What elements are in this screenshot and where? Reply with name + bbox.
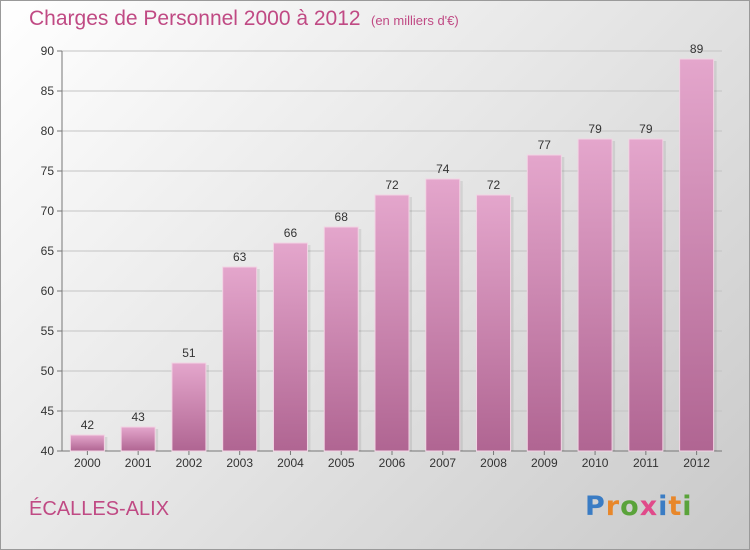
x-tick-label: 2010 — [582, 456, 609, 470]
bar — [69, 434, 105, 452]
x-tick-label: 2000 — [74, 456, 101, 470]
x-tick-label: 2011 — [633, 456, 659, 470]
bar — [679, 58, 715, 452]
data-label: 79 — [588, 122, 602, 136]
bar — [120, 426, 156, 452]
y-tick-label: 40 — [41, 444, 55, 458]
chart-title: Charges de Personnel 2000 à 2012 — [29, 7, 361, 30]
bar — [222, 266, 258, 452]
x-tick-label: 2006 — [379, 456, 406, 470]
data-label: 72 — [385, 178, 399, 192]
data-label: 51 — [182, 346, 196, 360]
y-tick-label: 65 — [41, 244, 55, 258]
x-tick-label: 2009 — [531, 456, 558, 470]
bar — [628, 138, 664, 452]
bar — [374, 194, 410, 452]
logo-letter: r — [605, 491, 621, 522]
data-label: 63 — [233, 250, 247, 264]
y-tick-label: 55 — [41, 324, 55, 338]
data-label: 72 — [487, 178, 501, 192]
y-tick-label: 60 — [41, 284, 55, 298]
logo-letter: i — [658, 491, 669, 522]
bar — [476, 194, 512, 452]
x-tick-label: 2002 — [176, 456, 203, 470]
chart-subtitle: (en milliers d'€) — [371, 13, 459, 28]
y-tick-label: 85 — [41, 84, 55, 98]
data-label: 79 — [639, 122, 653, 136]
logo-letter: o — [620, 491, 640, 522]
bar — [272, 242, 308, 452]
data-label: 77 — [538, 138, 552, 152]
commune-name: ÉCALLES-ALIX — [29, 498, 170, 520]
x-tick-label: 2004 — [277, 456, 304, 470]
x-tick-label: 2005 — [328, 456, 355, 470]
proxiti-logo: Proxiti — [585, 491, 693, 522]
data-label: 89 — [690, 42, 704, 56]
bar — [171, 362, 207, 452]
data-label: 42 — [81, 418, 95, 432]
bar — [425, 178, 461, 452]
bar — [577, 138, 613, 452]
x-tick-label: 2012 — [683, 456, 710, 470]
x-tick-label: 2007 — [429, 456, 456, 470]
bar — [323, 226, 359, 452]
y-tick-label: 50 — [41, 364, 55, 378]
x-tick-label: 2001 — [125, 456, 152, 470]
y-tick-label: 70 — [41, 204, 55, 218]
x-tick-label: 2008 — [480, 456, 507, 470]
data-label: 68 — [335, 210, 349, 224]
bar — [526, 154, 562, 452]
logo-letter: t — [668, 491, 683, 522]
data-label: 74 — [436, 162, 450, 176]
y-tick-label: 45 — [41, 404, 55, 418]
logo-letter: P — [585, 491, 606, 522]
y-tick-label: 75 — [41, 164, 55, 178]
y-tick-label: 80 — [41, 124, 55, 138]
logo-letter: i — [682, 491, 693, 522]
data-label: 66 — [284, 226, 298, 240]
y-tick-label: 90 — [41, 44, 55, 58]
data-label: 43 — [131, 410, 145, 424]
logo-letter: x — [639, 491, 659, 522]
x-tick-label: 2003 — [226, 456, 253, 470]
